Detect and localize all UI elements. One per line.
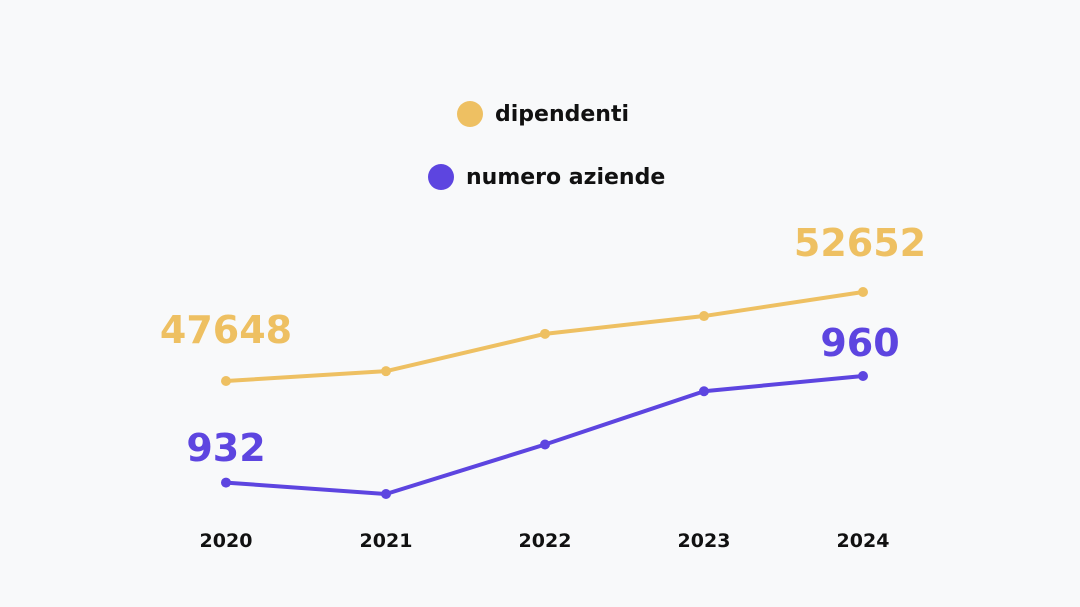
x-tick-label-2023: 2023 — [678, 530, 731, 552]
data-point-numero-aziende-2023 — [699, 386, 709, 397]
data-point-dipendenti-2024 — [858, 287, 868, 297]
legend-dot-dipendenti — [457, 101, 483, 127]
legend-item-numero-aziende: numero aziende — [428, 164, 665, 190]
data-point-numero-aziende-2020 — [221, 477, 231, 488]
x-tick-label-2024: 2024 — [837, 530, 890, 552]
data-point-dipendenti-2021 — [381, 366, 391, 377]
data-label-dipendenti-last: 52652 — [794, 221, 926, 265]
x-tick-label-2022: 2022 — [519, 530, 572, 552]
data-point-dipendenti-2022 — [540, 328, 550, 339]
data-label-numero-aziende-first: 932 — [186, 426, 265, 470]
data-label-numero-aziende-last: 960 — [820, 321, 899, 365]
series-line-numero-aziende — [224, 374, 865, 496]
data-point-numero-aziende-2022 — [540, 439, 550, 450]
data-point-dipendenti-2020 — [221, 376, 231, 386]
data-point-dipendenti-2023 — [699, 311, 709, 322]
data-label-dipendenti-first: 47648 — [160, 308, 292, 352]
legend-label-dipendenti: dipendenti — [495, 101, 630, 127]
legend-dot-numero-aziende — [428, 164, 454, 190]
legend-label-numero-aziende: numero aziende — [466, 164, 666, 190]
legend-item-dipendenti: dipendenti — [457, 101, 629, 127]
data-point-numero-aziende-2024 — [858, 371, 868, 381]
data-point-numero-aziende-2021 — [381, 489, 391, 499]
x-tick-label-2021: 2021 — [360, 530, 413, 552]
x-tick-label-2020: 2020 — [200, 530, 253, 552]
